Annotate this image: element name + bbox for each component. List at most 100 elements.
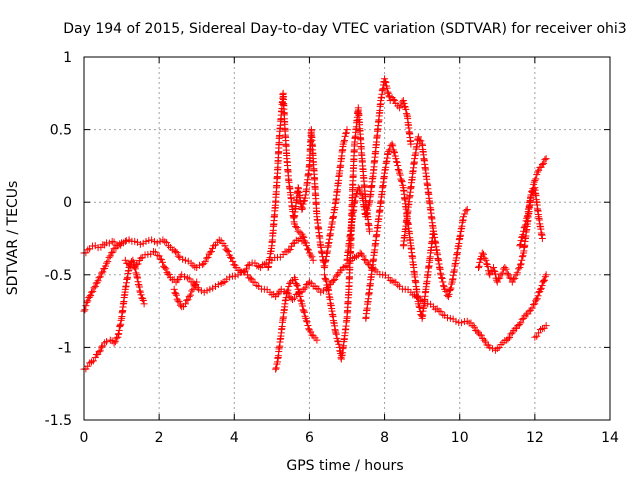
data-point bbox=[313, 336, 321, 344]
data-point bbox=[414, 133, 422, 141]
data-point bbox=[193, 278, 201, 286]
data-point-sample bbox=[392, 158, 400, 166]
data-point-sample bbox=[462, 207, 470, 215]
data-point-sample bbox=[94, 277, 102, 285]
data-point-sample bbox=[528, 304, 536, 312]
data-point bbox=[490, 264, 498, 272]
data-point-sample bbox=[322, 277, 330, 285]
data-point-sample bbox=[244, 261, 252, 269]
data-point-sample bbox=[541, 156, 549, 164]
data-point-sample bbox=[207, 248, 215, 256]
data-point-sample bbox=[159, 258, 167, 266]
data-point bbox=[493, 278, 501, 286]
data-point-sample bbox=[295, 288, 303, 296]
data-point-sample bbox=[295, 289, 303, 297]
plot-frame bbox=[83, 56, 611, 421]
data-point-sample bbox=[397, 177, 405, 185]
data-point-sample bbox=[445, 290, 453, 298]
data-point-sample bbox=[475, 262, 483, 270]
data-point-sample bbox=[109, 248, 117, 256]
data-point-sample bbox=[203, 254, 211, 262]
data-point-sample bbox=[528, 187, 536, 195]
data-point bbox=[516, 242, 524, 250]
data-point bbox=[463, 205, 471, 213]
data-point-sample bbox=[447, 284, 455, 292]
data-point bbox=[343, 126, 351, 134]
data-point bbox=[189, 285, 197, 293]
data-point bbox=[475, 264, 482, 272]
data-point bbox=[362, 213, 370, 221]
data-point-sample bbox=[394, 165, 402, 173]
data-point-sample bbox=[297, 296, 305, 304]
y-tick-label: -0.5 bbox=[45, 268, 72, 284]
data-point bbox=[407, 140, 415, 148]
data-point bbox=[110, 339, 118, 347]
data-point-sample bbox=[490, 267, 498, 275]
data-point-sample bbox=[461, 210, 469, 218]
data-point-sample bbox=[229, 257, 237, 265]
data-point-sample bbox=[394, 162, 402, 170]
x-tick-label: 0 bbox=[80, 430, 89, 446]
data-point bbox=[88, 288, 96, 296]
data-point bbox=[501, 264, 509, 272]
data-point bbox=[181, 300, 189, 308]
data-point-sample bbox=[540, 159, 548, 167]
x-axis-label: GPS time / hours bbox=[286, 458, 403, 474]
data-point bbox=[174, 297, 182, 305]
data-point-sample bbox=[98, 269, 106, 277]
data-point-sample bbox=[517, 260, 525, 268]
data-point-sample bbox=[105, 253, 113, 261]
data-point-sample bbox=[201, 258, 209, 266]
data-point bbox=[482, 256, 490, 264]
data-point-sample bbox=[113, 334, 121, 342]
data-point-sample bbox=[299, 302, 307, 310]
data-point-sample bbox=[174, 252, 182, 260]
data-point-sample bbox=[396, 171, 404, 179]
data-point bbox=[84, 297, 92, 305]
data-point-sample bbox=[301, 237, 309, 245]
data-point-sample bbox=[516, 261, 524, 269]
data-point-sample bbox=[438, 274, 446, 282]
data-point bbox=[381, 75, 389, 83]
data-point-sample bbox=[248, 275, 256, 283]
data-point bbox=[531, 300, 539, 308]
data-point-sample bbox=[332, 330, 340, 338]
data-point-sample bbox=[515, 265, 523, 273]
data-point-sample bbox=[307, 251, 315, 259]
data-point-sample bbox=[480, 250, 488, 258]
data-point-sample bbox=[503, 269, 511, 277]
data-point-sample bbox=[246, 274, 254, 282]
data-point bbox=[121, 237, 129, 245]
data-point-sample bbox=[364, 206, 372, 214]
data-point-sample bbox=[515, 321, 523, 329]
data-point-sample bbox=[529, 185, 537, 193]
data-point bbox=[480, 336, 488, 344]
y-tick-label: 1 bbox=[63, 50, 72, 66]
data-point-sample bbox=[228, 254, 236, 262]
data-point-sample bbox=[340, 138, 348, 146]
data-point bbox=[478, 249, 486, 257]
data-point-sample bbox=[301, 284, 309, 292]
data-point-sample bbox=[89, 287, 97, 295]
data-point-sample bbox=[183, 296, 191, 304]
data-point bbox=[527, 191, 535, 199]
data-point-sample bbox=[293, 282, 301, 290]
data-point-sample bbox=[385, 92, 393, 100]
data-point-sample bbox=[299, 200, 307, 208]
data-point-sample bbox=[98, 343, 106, 351]
data-point-sample bbox=[518, 315, 526, 323]
data-point-sample bbox=[304, 280, 312, 288]
y-tick-label: -1 bbox=[58, 340, 72, 356]
data-point-sample bbox=[504, 335, 512, 343]
data-point bbox=[285, 246, 293, 254]
data-point bbox=[185, 293, 193, 301]
data-point-sample bbox=[516, 241, 524, 249]
data-point-sample bbox=[342, 129, 350, 137]
data-point-sample bbox=[165, 271, 173, 279]
data-point-sample bbox=[334, 337, 342, 345]
data-point-sample bbox=[534, 292, 542, 300]
data-point-sample bbox=[517, 319, 525, 327]
data-point-sample bbox=[81, 306, 89, 314]
data-point bbox=[155, 252, 163, 260]
